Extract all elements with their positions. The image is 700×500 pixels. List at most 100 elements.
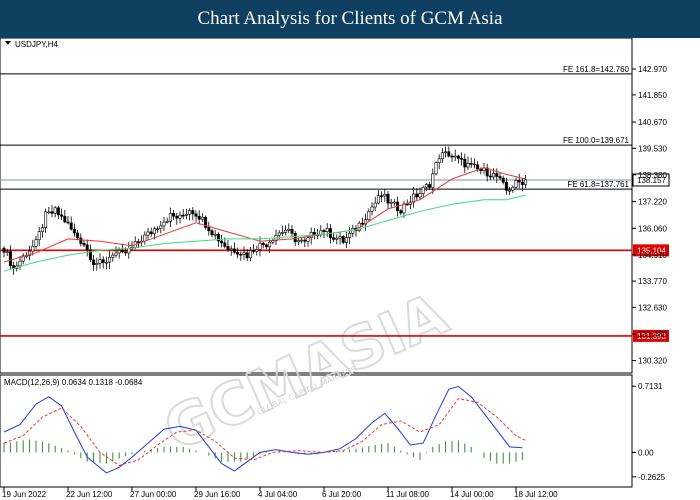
candle-body bbox=[351, 228, 355, 234]
candle-body bbox=[482, 167, 486, 171]
current-price-label: 138.157 bbox=[637, 176, 666, 185]
candle-body bbox=[268, 241, 272, 248]
candle-body bbox=[300, 239, 304, 242]
candle-body bbox=[421, 186, 425, 194]
candle-body bbox=[431, 173, 435, 188]
candle-body bbox=[236, 252, 240, 255]
price-tick-label: 133.770 bbox=[638, 277, 667, 286]
candle-body bbox=[373, 202, 377, 208]
candle-body bbox=[287, 229, 291, 231]
candle-body bbox=[424, 184, 428, 188]
fibonacci-level-label: FE 61.8=137.761 bbox=[567, 180, 629, 189]
time-tick-label: 29 Jun 16:00 bbox=[194, 490, 241, 499]
candle-body bbox=[271, 240, 275, 243]
fibonacci-level-label: FE 100.0=139.671 bbox=[563, 136, 630, 145]
candle-body bbox=[335, 237, 339, 240]
candle-body bbox=[498, 176, 502, 179]
candle-body bbox=[364, 219, 368, 225]
macd-tick-label: 0.7131 bbox=[638, 382, 663, 391]
candle-body bbox=[184, 213, 188, 216]
price-tick-label: 134.910 bbox=[638, 251, 667, 260]
candle-body bbox=[213, 233, 217, 236]
candle-body bbox=[428, 184, 432, 188]
candle-body bbox=[242, 252, 246, 255]
candle-body bbox=[146, 231, 150, 236]
candle-body bbox=[466, 163, 470, 168]
candle-body bbox=[495, 173, 499, 177]
candle-body bbox=[127, 247, 131, 254]
candle-body bbox=[277, 232, 281, 236]
time-tick-label: 14 Jul 00:00 bbox=[450, 490, 494, 499]
candle-body bbox=[8, 251, 12, 266]
candle-body bbox=[223, 242, 227, 247]
trading-chart: GCMASIA GLOBAL CAPITAL MARKETS USDJPY,H4… bbox=[0, 38, 670, 499]
candle-body bbox=[524, 179, 528, 185]
candle-body bbox=[440, 152, 444, 160]
candle-body bbox=[511, 186, 515, 191]
candle-body bbox=[367, 210, 371, 220]
candle-body bbox=[28, 250, 32, 256]
candle-body bbox=[120, 250, 124, 252]
candle-body bbox=[418, 193, 422, 198]
candle-body bbox=[152, 228, 156, 235]
time-tick-label: 19 Jun 2022 bbox=[2, 490, 47, 499]
candle-body bbox=[60, 214, 64, 217]
candle-body bbox=[136, 241, 140, 243]
candle-body bbox=[261, 242, 265, 246]
candle-body bbox=[114, 252, 118, 256]
price-tick-label: 131.480 bbox=[638, 330, 667, 339]
candle-body bbox=[95, 263, 99, 265]
candle-body bbox=[104, 261, 108, 264]
candle-body bbox=[101, 259, 105, 263]
candle-body bbox=[332, 237, 336, 240]
candle-body bbox=[344, 237, 348, 243]
candle-body bbox=[370, 206, 374, 212]
time-tick-label: 11 Jul 08:00 bbox=[386, 490, 430, 499]
candle-body bbox=[117, 250, 121, 254]
price-tick-label: 138.380 bbox=[638, 171, 667, 180]
candle-body bbox=[165, 220, 169, 223]
candle-body bbox=[520, 181, 524, 185]
candle-body bbox=[303, 239, 307, 242]
candle-body bbox=[325, 228, 329, 232]
candle-body bbox=[293, 233, 297, 243]
candle-body bbox=[447, 151, 451, 157]
candle-body bbox=[47, 211, 51, 214]
candle-body bbox=[178, 214, 182, 219]
candle-body bbox=[453, 155, 457, 158]
candle-body bbox=[69, 222, 73, 230]
candle-body bbox=[437, 158, 441, 163]
candle-body bbox=[290, 229, 294, 234]
candle-body bbox=[248, 250, 252, 259]
candle-body bbox=[53, 207, 57, 214]
candle-body bbox=[463, 158, 467, 168]
candle-body bbox=[258, 242, 262, 250]
candle-body bbox=[63, 215, 67, 223]
candle-body bbox=[156, 228, 160, 231]
price-panel bbox=[0, 38, 633, 374]
moving-average-green bbox=[3, 194, 526, 272]
candle-body bbox=[194, 213, 198, 217]
candle-body bbox=[98, 259, 102, 264]
candle-body bbox=[5, 251, 9, 253]
candle-body bbox=[412, 193, 416, 203]
candle-body bbox=[111, 254, 115, 258]
support-level-tag bbox=[633, 244, 669, 257]
macd-tick-label: 0.00 bbox=[638, 448, 654, 457]
candle-body bbox=[338, 236, 342, 239]
candle-body bbox=[280, 232, 284, 234]
candle-body bbox=[88, 249, 92, 261]
moving-average-red bbox=[3, 166, 526, 263]
candle-body bbox=[66, 221, 70, 224]
candle-body bbox=[82, 243, 86, 246]
candle-body bbox=[472, 163, 476, 166]
symbol-menu-icon[interactable] bbox=[5, 41, 11, 45]
candle-body bbox=[191, 210, 195, 215]
candle-body bbox=[200, 216, 204, 220]
candle-body bbox=[405, 203, 409, 206]
candle-body bbox=[21, 255, 25, 262]
macd-signal-line bbox=[3, 398, 526, 466]
support-level-label: 135.104 bbox=[637, 246, 666, 255]
symbol-label: USDJPY,H4 bbox=[15, 40, 59, 49]
candle-body bbox=[175, 215, 179, 219]
